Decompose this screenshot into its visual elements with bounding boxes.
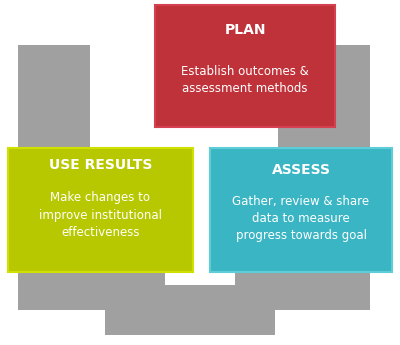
FancyBboxPatch shape	[8, 148, 193, 272]
Polygon shape	[105, 285, 275, 335]
FancyBboxPatch shape	[155, 5, 335, 127]
Text: PLAN: PLAN	[224, 23, 266, 37]
Polygon shape	[18, 248, 165, 310]
Text: Establish outcomes &
assessment methods: Establish outcomes & assessment methods	[181, 65, 309, 95]
Text: Gather, review & share
data to measure
progress towards goal: Gather, review & share data to measure p…	[232, 195, 370, 242]
Polygon shape	[278, 45, 370, 168]
Polygon shape	[18, 45, 90, 168]
Text: Make changes to
improve institutional
effectiveness: Make changes to improve institutional ef…	[39, 191, 162, 238]
Text: ASSESS: ASSESS	[272, 163, 330, 177]
Polygon shape	[235, 248, 370, 310]
FancyBboxPatch shape	[210, 148, 392, 272]
Text: USE RESULTS: USE RESULTS	[49, 158, 152, 172]
